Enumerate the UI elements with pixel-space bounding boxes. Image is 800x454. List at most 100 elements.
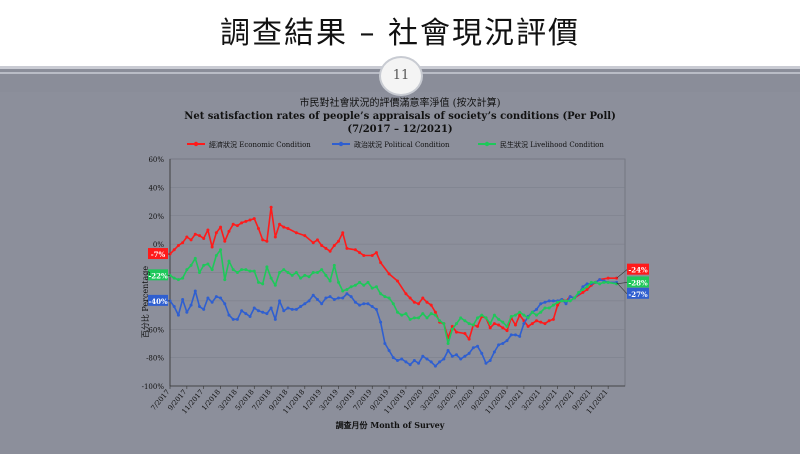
data-point <box>408 363 412 367</box>
data-point <box>463 332 467 336</box>
data-point <box>484 361 488 365</box>
data-point <box>286 227 290 231</box>
data-point <box>353 283 357 287</box>
series-line <box>169 278 617 367</box>
data-point <box>265 312 269 316</box>
data-point <box>543 306 547 310</box>
data-point <box>425 300 429 304</box>
data-point <box>535 313 539 317</box>
end-label: -24% <box>628 266 648 275</box>
data-point <box>513 313 517 317</box>
data-point <box>324 246 328 250</box>
data-point <box>492 350 496 354</box>
data-point <box>492 322 496 326</box>
data-point <box>332 263 336 267</box>
content-panel <box>0 92 800 450</box>
data-point <box>467 337 471 341</box>
end-label-leader <box>616 282 628 294</box>
data-point <box>307 299 311 303</box>
data-point <box>522 313 526 317</box>
data-point <box>303 273 307 277</box>
data-point <box>328 249 332 253</box>
data-point <box>240 268 244 272</box>
data-point <box>261 282 265 286</box>
data-point <box>374 285 378 289</box>
data-point <box>564 299 568 303</box>
data-point <box>349 295 353 299</box>
data-point <box>488 322 492 326</box>
data-point <box>206 296 210 300</box>
data-point <box>328 295 332 299</box>
data-point <box>522 322 526 326</box>
data-point <box>315 271 319 274</box>
data-point <box>535 319 539 323</box>
data-point <box>404 292 408 296</box>
chart-series <box>168 205 619 368</box>
data-point <box>231 222 235 226</box>
data-point <box>202 236 206 240</box>
data-point <box>543 322 547 326</box>
data-point <box>497 323 501 327</box>
end-label: -28% <box>628 278 648 287</box>
data-point <box>442 322 446 326</box>
data-point <box>248 269 252 273</box>
data-point <box>391 356 395 360</box>
data-point <box>564 302 568 306</box>
data-point <box>539 320 543 324</box>
data-point <box>476 344 480 348</box>
data-point <box>379 320 383 324</box>
start-label-box <box>148 294 168 306</box>
data-point <box>345 288 349 292</box>
data-point <box>197 234 201 238</box>
data-point <box>572 296 576 300</box>
data-point <box>240 221 244 225</box>
data-point <box>248 314 252 318</box>
data-point <box>282 268 286 272</box>
data-point <box>480 351 484 355</box>
data-point <box>412 358 416 362</box>
data-point <box>332 244 336 248</box>
data-point <box>286 271 290 274</box>
data-point <box>425 357 429 361</box>
data-point <box>404 312 408 316</box>
data-point <box>269 306 273 310</box>
data-point <box>429 360 433 364</box>
data-point <box>417 316 421 320</box>
data-point <box>349 285 353 289</box>
data-point <box>602 280 606 284</box>
end-label-leader <box>616 282 628 285</box>
data-point <box>459 316 463 320</box>
data-point <box>513 333 517 337</box>
data-point <box>370 253 374 257</box>
data-point <box>223 278 227 282</box>
data-point <box>265 265 269 269</box>
data-point <box>206 228 210 232</box>
data-point <box>345 246 349 250</box>
data-point <box>433 364 437 368</box>
data-point <box>273 317 277 321</box>
data-point <box>585 288 589 292</box>
chart-subtitle: (7/2017 – 12/2021) <box>347 124 452 135</box>
data-point <box>387 272 391 276</box>
data-point <box>425 316 429 320</box>
x-axis-label: 調查月份 Month of Survey <box>336 420 445 430</box>
data-point <box>396 358 399 362</box>
data-point <box>252 306 256 310</box>
data-point <box>362 283 366 287</box>
data-point <box>433 310 437 314</box>
data-point <box>598 278 602 282</box>
start-label: -40% <box>148 297 168 306</box>
data-point <box>366 280 370 284</box>
data-point <box>446 349 450 353</box>
data-point <box>172 276 176 280</box>
data-point <box>219 225 223 229</box>
data-point <box>231 268 235 272</box>
data-point <box>219 248 223 252</box>
data-point <box>547 306 551 310</box>
data-point <box>311 241 315 245</box>
data-point <box>286 306 290 310</box>
data-point <box>505 324 509 328</box>
legend-swatch-marker <box>193 141 199 147</box>
data-point <box>589 280 593 284</box>
data-point <box>459 357 463 361</box>
